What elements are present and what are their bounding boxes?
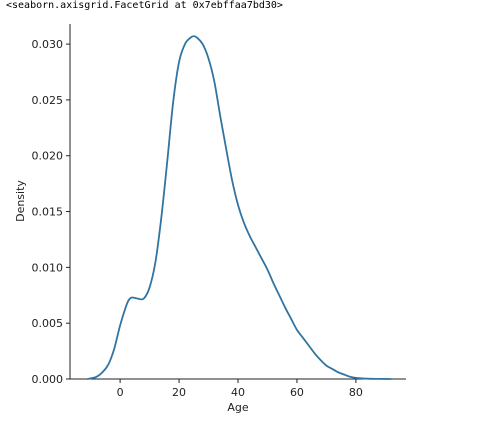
- x-axis: 0 20 40 60 80: [70, 378, 406, 399]
- x-tick-label: 20: [172, 386, 186, 399]
- x-tick-label: 60: [290, 386, 304, 399]
- output-repr-text: <seaborn.axisgrid.FacetGrid at 0x7ebffaa…: [6, 0, 283, 11]
- y-tick-label: 0.015: [32, 206, 64, 219]
- y-axis: 0.000 0.005 0.010 0.015 0.020 0.025 0.030: [32, 24, 71, 386]
- y-tick-label: 0.020: [32, 150, 64, 163]
- y-tick-label: 0.005: [32, 317, 64, 330]
- y-tick-label: 0.000: [32, 373, 64, 386]
- x-tick-label: 80: [349, 386, 363, 399]
- x-tick-label: 0: [117, 386, 124, 399]
- x-axis-label: Age: [227, 401, 249, 414]
- y-tick-label: 0.025: [32, 94, 64, 107]
- kde-density-line: [86, 35, 393, 380]
- y-axis-label: Density: [14, 180, 27, 222]
- y-tick-label: 0.030: [32, 38, 64, 51]
- y-ticks: 0.000 0.005 0.010 0.015 0.020 0.025 0.030: [32, 38, 70, 386]
- x-tick-label: 40: [231, 386, 245, 399]
- y-tick-label: 0.010: [32, 261, 64, 274]
- x-ticks: 0 20 40 60 80: [117, 379, 363, 399]
